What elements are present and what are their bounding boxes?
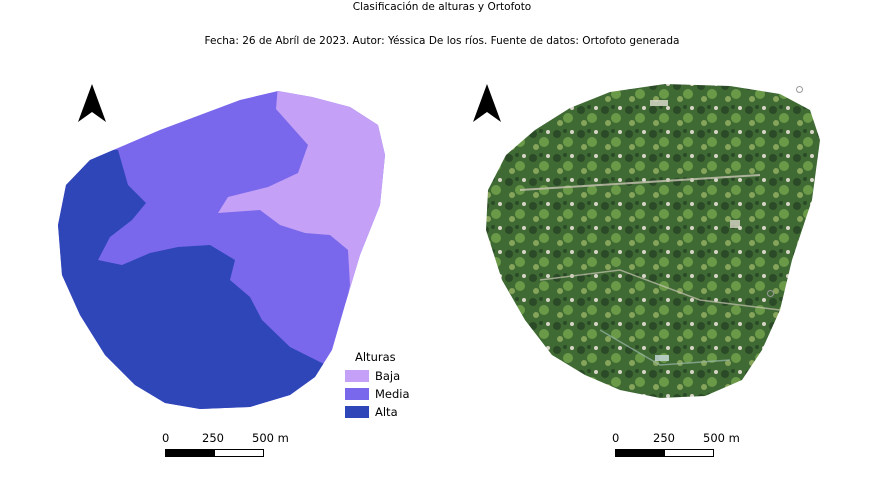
- scale-label: 500 m: [703, 431, 740, 445]
- scale-bar-graphic: [615, 449, 714, 457]
- map-title: Clasificación de alturas y Ortofoto: [352, 1, 532, 13]
- scale-label: 250: [653, 431, 675, 445]
- scale-bar-graphic: [165, 449, 264, 457]
- height-class-baja: [218, 91, 385, 409]
- legend-label: Media: [375, 387, 410, 401]
- legend-swatch: [345, 370, 369, 382]
- scale-bar: 0 250 500 m: [162, 431, 289, 461]
- scale-label: 0: [612, 431, 620, 445]
- map-marker-icon: [796, 86, 803, 93]
- legend-item-media: Media: [345, 385, 410, 403]
- scale-label: 0: [162, 431, 170, 445]
- map-marker-icon: [767, 290, 774, 297]
- orthophoto-base: [486, 84, 820, 398]
- height-classification-map: [58, 91, 385, 409]
- scale-bar: 0 250 500 m: [612, 431, 742, 461]
- height-class-alta: [58, 145, 385, 409]
- legend-item-alta: Alta: [345, 403, 410, 421]
- orthophoto-map: [486, 84, 820, 398]
- north-arrow-icon: [78, 84, 106, 122]
- legend-swatch: [345, 388, 369, 400]
- legend-title: Alturas: [355, 350, 396, 364]
- scale-label: 500 m: [252, 431, 289, 445]
- north-arrow-icon: [473, 84, 501, 122]
- map-subtitle: Fecha: 26 de Abríl de 2023. Autor: Yéssi…: [204, 35, 680, 47]
- legend-item-baja: Baja: [345, 367, 410, 385]
- scale-label: 250: [202, 431, 224, 445]
- legend-label: Baja: [375, 369, 401, 383]
- legend-swatch: [345, 406, 369, 418]
- legend-label: Alta: [375, 405, 398, 419]
- height-legend: Alturas Baja Media Alta: [345, 350, 410, 421]
